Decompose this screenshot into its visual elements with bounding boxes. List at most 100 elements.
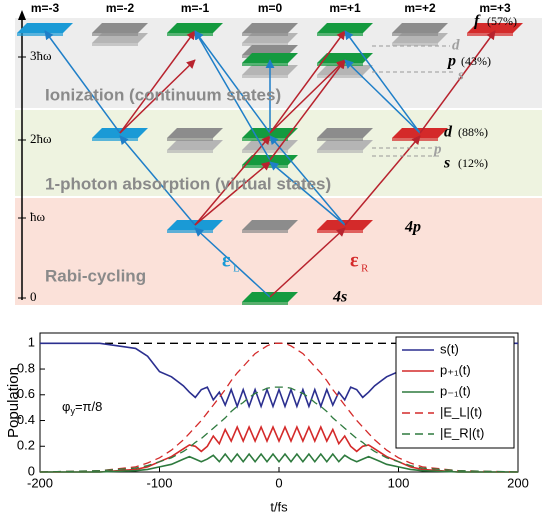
legend-label: |E_L|(t) — [440, 404, 482, 419]
level-label: 3ħω — [30, 48, 52, 63]
y-tick-label: 0.6 — [17, 386, 35, 401]
level-plate-edge — [242, 230, 288, 233]
level-plate-edge — [242, 33, 288, 36]
energy-axis-head — [18, 10, 26, 20]
transition-arrow — [119, 59, 196, 134]
level-plate — [17, 23, 73, 33]
legend-label: p₋₁(t) — [440, 383, 471, 398]
column-label: m=+3 — [479, 1, 511, 15]
state-label: s — [457, 67, 464, 83]
y-tick-label: 1 — [28, 335, 35, 350]
transition-arrow — [119, 30, 196, 134]
level-plate-edge — [17, 33, 63, 36]
rabi-band — [15, 198, 542, 305]
level-plate-edge — [92, 33, 138, 36]
transition-arrow — [419, 30, 496, 134]
transition-arrow — [344, 59, 421, 134]
state-label: f — [474, 13, 481, 30]
field-subscript: L — [233, 263, 240, 275]
level-plate — [242, 220, 298, 230]
y-tick-label: 0.8 — [17, 360, 35, 375]
transition-arrow — [269, 59, 346, 134]
level-plate — [317, 65, 373, 75]
level-plate — [392, 23, 448, 33]
y-tick-label: 0.4 — [17, 412, 35, 427]
region-label: 1-photon absorption (virtual states) — [45, 174, 331, 193]
state-label: s — [443, 155, 450, 172]
transition-arrow — [44, 30, 121, 134]
level-plate — [167, 23, 223, 33]
region-label: Ionization (continuum states) — [45, 85, 281, 104]
level-plate — [317, 23, 373, 33]
series-line — [40, 452, 518, 473]
y-tick-label: 0 — [28, 463, 35, 478]
level-plate — [317, 53, 373, 63]
level-plate-edge — [317, 75, 363, 78]
x-tick-label: -200 — [27, 475, 53, 490]
column-label: m=+2 — [404, 1, 436, 15]
level-plate-edge — [317, 33, 363, 36]
level-plate-edge — [167, 138, 213, 141]
state-label: (88%) — [458, 125, 488, 139]
annotation-part: y — [70, 406, 75, 416]
level-plate-edge — [392, 138, 438, 141]
population-chart: 0 0.2 0.4 0.6 0.8 1 -200 -100 0 100 200 t/fs Populat… — [5, 332, 529, 514]
level-plate — [317, 140, 373, 150]
series-line — [40, 342, 518, 409]
legend-label: p₊₁(t) — [440, 362, 471, 377]
field-symbol: ε — [350, 250, 359, 272]
transition-arrow — [269, 161, 346, 226]
level-plate — [167, 128, 223, 138]
level-plate — [242, 45, 298, 55]
level-plate-edge — [242, 75, 288, 78]
transition-arrow — [194, 30, 271, 161]
y-tick-label: 0.2 — [17, 438, 35, 453]
transition-arrow — [194, 30, 271, 134]
transition-arrow — [344, 135, 421, 226]
level-plate-edge — [242, 302, 288, 305]
state-label: p — [446, 53, 456, 70]
level-diagram: m=-3 m=-2 m=-1 m=0 m=+1 m=+2 m=+3 3ħω 2ħω ħω 0 f (57… — [15, 1, 542, 306]
level-plate — [167, 140, 223, 150]
x-tick-label: 0 — [275, 475, 282, 490]
state-label: p — [432, 141, 442, 157]
state-label: d — [452, 37, 460, 53]
legend-label: s(t) — [440, 341, 459, 356]
annotation: φy=π/8 — [62, 399, 102, 416]
level-plate-edge — [392, 43, 438, 46]
column-label: m=0 — [258, 1, 283, 15]
legend-label: |E_R|(t) — [440, 425, 484, 440]
x-tick-label: -100 — [146, 475, 172, 490]
transition-arrow — [269, 59, 346, 161]
transition-arrow — [269, 135, 346, 226]
column-label: m=-3 — [31, 1, 60, 15]
transition-arrow — [269, 30, 346, 134]
column-label: m=+1 — [329, 1, 361, 15]
transition-arrow — [119, 135, 196, 226]
level-plate-edge — [167, 230, 213, 233]
region-label: Rabi-cycling — [45, 266, 146, 285]
column-label: m=-2 — [106, 1, 135, 15]
level-plate — [467, 23, 523, 33]
level-plate — [242, 23, 298, 33]
level-label: 0 — [30, 289, 37, 304]
series-line — [39, 386, 519, 473]
level-plate-edge — [92, 138, 138, 141]
level-plate-edge — [242, 63, 288, 66]
x-tick-label: 100 — [388, 475, 410, 490]
x-tick-label: 200 — [507, 475, 529, 490]
column-label: m=-1 — [181, 1, 210, 15]
state-label: d — [444, 124, 453, 141]
level-plate-edge — [317, 150, 363, 153]
level-plate — [317, 128, 373, 138]
annotation-part: φ — [62, 399, 70, 414]
field-subscript: R — [361, 263, 369, 275]
level-plate-edge — [317, 138, 363, 141]
x-axis-label: t/fs — [270, 499, 288, 514]
series-line — [39, 342, 519, 473]
level-plate — [92, 23, 148, 33]
field-symbol: ε — [222, 250, 231, 272]
transition-arrow — [269, 227, 346, 298]
transition-arrow — [194, 161, 271, 226]
